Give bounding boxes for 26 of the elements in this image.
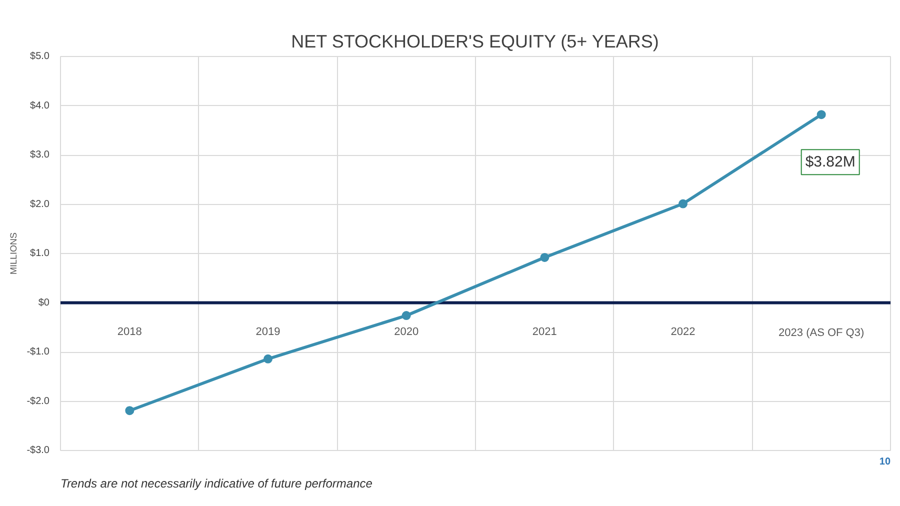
annotation: $3.82M <box>805 154 856 171</box>
y-tick-label: $0 <box>38 297 50 308</box>
x-tick-label: 2021 <box>532 326 557 338</box>
y-tick-label: $4.0 <box>30 100 50 112</box>
x-tick-label: 2020 <box>394 326 419 338</box>
y-tick-label: -$3.0 <box>26 445 50 456</box>
text: Trends are not necessarily indicative of future performance <box>60 476 373 490</box>
x-tick-label: 2019 <box>256 326 280 338</box>
point <box>816 110 826 120</box>
chart-title: NET STOCKHOLDER'S EQUITY (5+ YEARS) <box>291 32 659 52</box>
point <box>402 311 411 320</box>
x-tick-label: 2022 <box>670 326 696 338</box>
point <box>264 354 272 364</box>
y-tick-label: $3.0 <box>30 150 50 160</box>
y-tick-label: $2.0 <box>30 198 50 210</box>
y-tick-label: -$2.0 <box>26 396 50 407</box>
x-tick-label: 2018 <box>117 326 142 338</box>
y-tick-label: $1.0 <box>30 248 50 259</box>
text: 10 <box>879 456 891 468</box>
y-tick-label: $5.0 <box>30 51 50 62</box>
point <box>125 406 134 416</box>
y-axis-title: MILLIONS <box>8 232 19 275</box>
point <box>540 252 550 262</box>
x-tick-label: 2023 (AS OF Q3) <box>778 326 864 339</box>
y-tick-label: -$1.0 <box>26 346 50 358</box>
point <box>678 199 688 208</box>
